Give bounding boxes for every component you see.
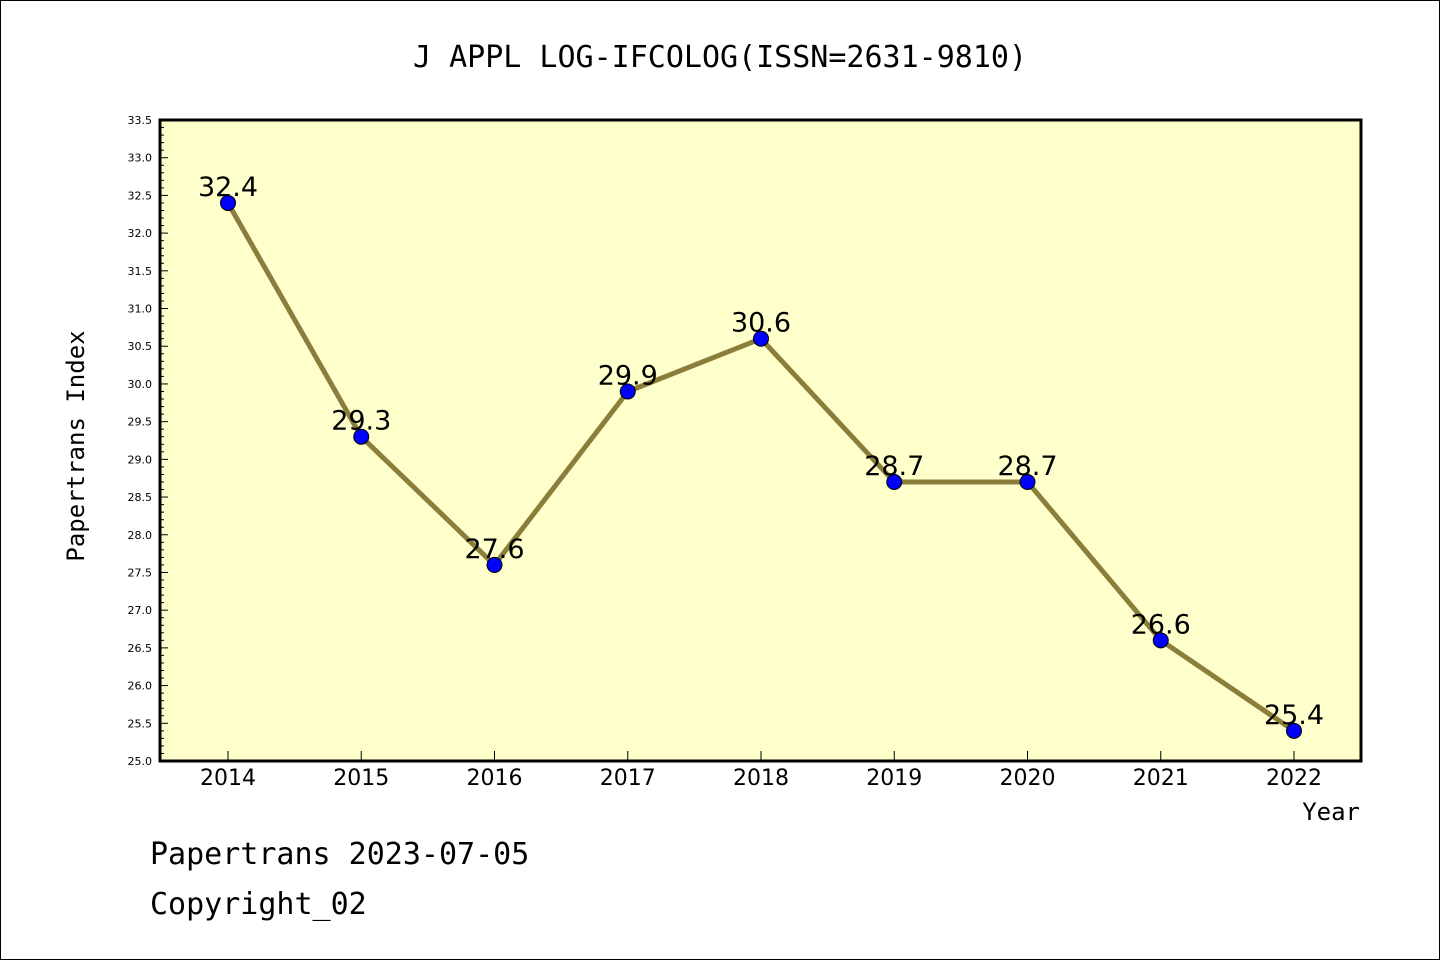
x-axis-title: Year [1302,798,1360,826]
data-point [619,383,636,400]
data-label: 27.6 [464,534,524,565]
y-tick-label: 28.5 [128,491,153,504]
data-label: 30.6 [731,308,791,339]
x-tick-label: 2021 [1133,766,1189,791]
plot-border [158,118,1363,763]
data-point [886,473,903,490]
data-point [1019,473,1036,490]
y-tick-label: 33.5 [128,114,153,127]
data-point [353,428,370,445]
data-label: 25.4 [1264,700,1324,731]
x-tick-label: 2014 [200,766,256,791]
y-tick-label: 29.5 [128,416,153,429]
data-label: 29.9 [598,360,658,391]
y-tick-label: 27.0 [128,604,153,617]
x-tick-label: 2017 [600,766,656,791]
chart-title: J APPL LOG-IFCOLOG(ISSN=2631-9810) [413,40,1027,75]
y-tick-label: 31.5 [128,265,153,278]
footer-copyright: Copyright_02 [150,887,367,922]
x-tick-label: 2020 [1000,766,1056,791]
y-tick-label: 25.0 [128,755,153,768]
y-tick-label: 28.0 [128,529,153,542]
y-tick-label: 30.5 [128,340,153,353]
series-group [220,194,1302,739]
data-point [1286,722,1302,739]
data-label: 28.7 [864,451,924,482]
data-point [1152,632,1169,649]
x-tick-label: 2019 [866,766,922,791]
y-axis: 25.0 25.5 26.0 26.5 27.0 27.5 28.0 28.5 29.0 29.5… [128,114,168,768]
x-tick-label: 2018 [733,766,789,791]
y-tick-label: 27.5 [128,566,153,579]
y-tick-label: 32.0 [128,227,153,240]
y-tick-label: 26.5 [128,642,153,655]
plot-area [160,120,1361,761]
data-point [486,556,503,573]
y-tick-label: 32.5 [128,189,153,202]
data-point [220,194,236,211]
data-label: 29.3 [331,406,391,437]
x-tick-label: 2015 [333,766,389,791]
data-label: 28.7 [997,451,1057,482]
y-tick-label: 29.0 [128,453,153,466]
data-point [753,330,769,347]
y-tick-label: 30.0 [128,378,153,391]
footer-date: Papertrans 2023-07-05 [150,837,529,872]
x-tick-label: 2016 [467,766,523,791]
y-tick-label: 33.0 [128,152,153,165]
x-tick-label: 2022 [1266,766,1322,791]
y-axis-title: Papertrans Index [62,330,90,561]
y-tick-label: 26.0 [128,680,153,693]
data-label-group: 32.4 29.3 27.6 29.9 30.6 28.7 28.7 26.6 25.4 [198,172,1324,731]
y-tick-label: 31.0 [128,303,153,316]
data-label: 26.6 [1131,609,1191,640]
data-label: 32.4 [198,172,258,203]
x-axis: 2014 2015 2016 2017 2018 2019 2020 2021 2022 [200,751,1322,791]
y-tick-label: 25.5 [128,717,153,730]
